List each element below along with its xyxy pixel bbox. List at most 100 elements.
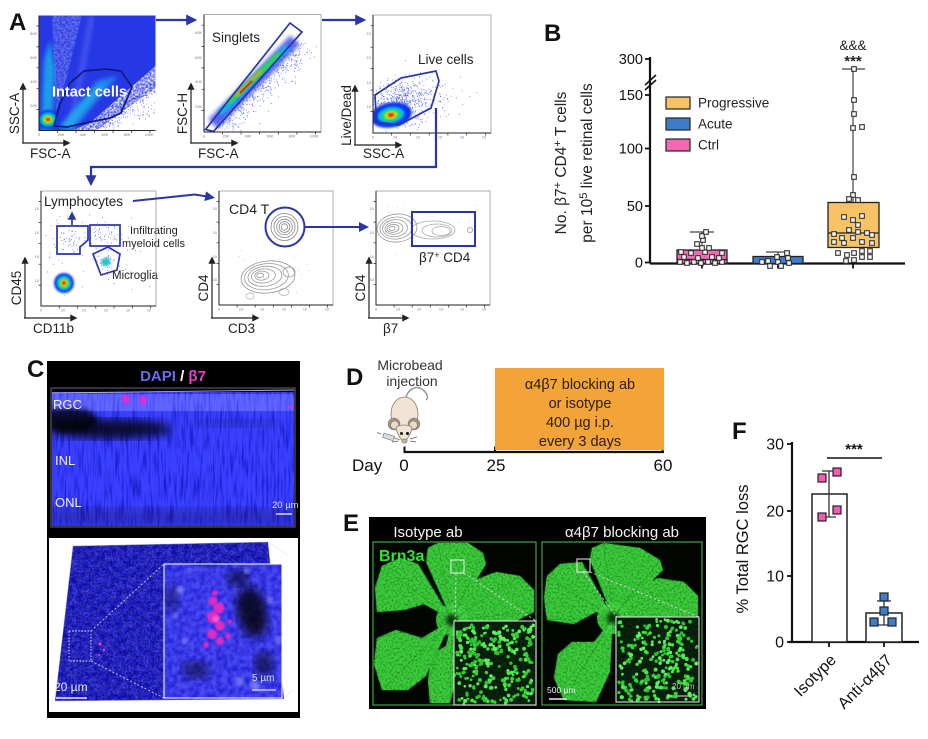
svg-text:Infiltrating: Infiltrating xyxy=(130,225,178,237)
svg-text:10: 10 xyxy=(482,308,486,312)
svg-text:Live cells: Live cells xyxy=(418,52,474,67)
svg-text:10: 10 xyxy=(239,308,243,312)
svg-text:10: 10 xyxy=(213,207,217,211)
svg-text:No. β7+ CD4+ T cells: No. β7+ CD4+ T cells xyxy=(552,91,570,234)
svg-text:10: 10 xyxy=(282,308,286,312)
svg-text:Live/Dead: Live/Dead xyxy=(339,85,354,146)
svg-text:Isotype ab: Isotype ab xyxy=(393,524,462,541)
svg-text:Day: Day xyxy=(352,456,383,475)
svg-text:10: 10 xyxy=(303,308,307,312)
svg-text:20: 20 xyxy=(766,504,784,521)
svg-text:CD4: CD4 xyxy=(353,274,368,301)
svg-text:10: 10 xyxy=(482,136,486,140)
svg-text:0: 0 xyxy=(635,256,643,272)
svg-text:150: 150 xyxy=(619,88,643,104)
svg-text:10: 10 xyxy=(35,279,39,283)
svg-text:Singlets: Singlets xyxy=(212,30,260,45)
svg-text:20K: 20K xyxy=(223,135,230,139)
svg-text:5 µm: 5 µm xyxy=(252,673,274,684)
svg-text:myeloid cells: myeloid cells xyxy=(122,238,185,250)
svg-text:10: 10 xyxy=(325,308,329,312)
svg-text:***: *** xyxy=(844,53,862,70)
svg-text:60K: 60K xyxy=(102,133,109,137)
svg-text:30: 30 xyxy=(766,437,784,454)
svg-text:60K: 60K xyxy=(195,56,202,60)
svg-text:100K: 100K xyxy=(310,135,319,139)
svg-text:A: A xyxy=(9,9,26,36)
svg-text:FSC-A: FSC-A xyxy=(198,146,239,161)
svg-text:CD4 T: CD4 T xyxy=(229,201,270,217)
svg-text:Microglia: Microglia xyxy=(112,270,159,282)
svg-text:400 µg i.p.: 400 µg i.p. xyxy=(546,415,614,431)
svg-text:10: 10 xyxy=(438,136,442,140)
svg-text:40K: 40K xyxy=(195,80,202,84)
svg-text:DAPI / β7: DAPI / β7 xyxy=(140,368,206,385)
svg-text:25: 25 xyxy=(487,456,506,475)
svg-text:40K: 40K xyxy=(30,80,37,84)
svg-text:10: 10 xyxy=(417,308,421,312)
svg-text:10: 10 xyxy=(260,308,264,312)
svg-text:&&&: &&& xyxy=(839,38,866,53)
svg-text:FSC-H: FSC-H xyxy=(175,93,190,134)
svg-text:C: C xyxy=(27,356,44,383)
svg-text:B: B xyxy=(544,20,561,47)
svg-text:10: 10 xyxy=(104,309,108,313)
svg-text:***: *** xyxy=(845,441,863,458)
svg-text:10: 10 xyxy=(766,569,784,586)
svg-text:CD11b: CD11b xyxy=(33,321,74,336)
svg-text:20 µm: 20 µm xyxy=(272,500,299,511)
svg-text:20K: 20K xyxy=(195,105,202,109)
svg-text:SSC-A: SSC-A xyxy=(363,146,404,161)
svg-text:FSC-A: FSC-A xyxy=(30,146,71,161)
svg-text:10: 10 xyxy=(370,207,374,211)
svg-text:80K: 80K xyxy=(195,31,202,35)
svg-text:10: 10 xyxy=(439,308,443,312)
svg-text:Acute: Acute xyxy=(698,117,733,132)
svg-text:10: 10 xyxy=(35,207,39,211)
svg-text:10: 10 xyxy=(367,32,371,36)
svg-text:100K: 100K xyxy=(145,133,154,137)
svg-text:0: 0 xyxy=(775,635,784,652)
svg-text:10: 10 xyxy=(126,309,130,313)
svg-text:Lymphocytes: Lymphocytes xyxy=(44,194,123,209)
svg-text:Microbead: Microbead xyxy=(377,357,442,373)
svg-text:F: F xyxy=(732,418,747,445)
svg-text:10: 10 xyxy=(213,278,217,282)
svg-text:80K: 80K xyxy=(30,32,37,36)
svg-text:10: 10 xyxy=(35,231,39,235)
svg-text:or isotype: or isotype xyxy=(549,396,612,412)
svg-text:10: 10 xyxy=(147,309,151,313)
svg-text:every 3 days: every 3 days xyxy=(539,434,621,450)
svg-text:10: 10 xyxy=(370,255,374,259)
svg-text:10: 10 xyxy=(367,56,371,60)
svg-text:injection: injection xyxy=(386,373,437,389)
svg-text:E: E xyxy=(343,510,359,537)
svg-text:10: 10 xyxy=(370,278,374,282)
svg-text:0: 0 xyxy=(372,136,374,140)
svg-text:0: 0 xyxy=(375,308,377,312)
svg-text:100: 100 xyxy=(619,142,643,158)
svg-text:per 105 live retinal cells: per 105 live retinal cells xyxy=(578,83,596,243)
svg-text:40K: 40K xyxy=(245,135,252,139)
svg-text:10: 10 xyxy=(460,136,464,140)
svg-text:10: 10 xyxy=(460,308,464,312)
svg-text:0: 0 xyxy=(40,309,42,313)
svg-text:0: 0 xyxy=(399,456,408,475)
svg-text:0: 0 xyxy=(38,133,40,137)
svg-text:10: 10 xyxy=(370,231,374,235)
svg-text:10: 10 xyxy=(213,255,217,259)
svg-text:INL: INL xyxy=(55,453,75,468)
svg-text:α4β7 blocking ab: α4β7 blocking ab xyxy=(525,377,635,393)
svg-text:0: 0 xyxy=(218,308,220,312)
svg-text:10: 10 xyxy=(367,105,371,109)
svg-text:SSC-A: SSC-A xyxy=(7,93,22,134)
svg-text:20 µm: 20 µm xyxy=(672,682,695,691)
svg-text:ONL: ONL xyxy=(55,495,82,510)
svg-text:β7+ CD4: β7+ CD4 xyxy=(419,250,471,265)
svg-text:β7: β7 xyxy=(383,321,398,336)
svg-text:Ctrl: Ctrl xyxy=(698,138,719,153)
svg-text:60K: 60K xyxy=(267,135,274,139)
svg-text:20K: 20K xyxy=(30,104,37,108)
svg-text:10: 10 xyxy=(393,136,397,140)
svg-text:500 µm: 500 µm xyxy=(547,685,576,695)
